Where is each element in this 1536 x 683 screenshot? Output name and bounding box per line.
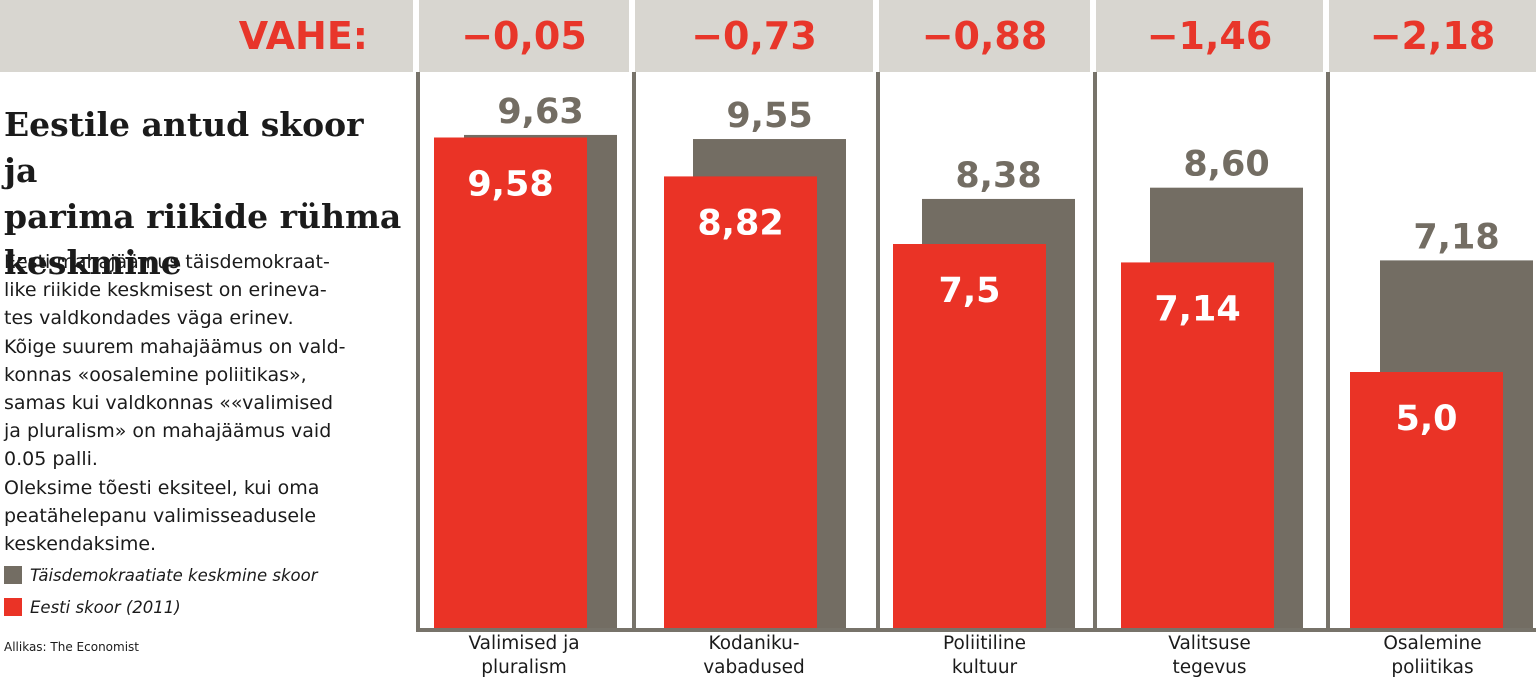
legend-label: Eesti skoor (2011) [30,597,181,617]
baseline [416,628,1536,632]
description-line: samas kui valdkonnas ««valimised [4,392,334,415]
legend-item-estonia: Eesti skoor (2011) [4,596,181,618]
column-divider [1093,72,1097,628]
header-bar: VAHE: −0,05 −0,73 −0,88 −1,46 −2,18 [0,0,1536,72]
category-label-line: vabadused [703,657,805,678]
category-label: Poliitiline kultuur [879,632,1090,682]
description-line: konnas «oosalemine poliitikas», [4,363,307,386]
value-label-estonia: 9,58 [467,165,553,205]
header-diff-cell [419,0,629,72]
description-line: Eesti mahajäämus täisdemokraat- [4,251,330,273]
difference-value: −0,05 [461,14,587,58]
description-line: tes valdkondades väga erinev. [4,307,294,330]
value-label-estonia: 7,14 [1154,289,1240,329]
category-label-line: Osalemine [1383,633,1482,654]
legend-swatch-gray [4,566,22,584]
chart-title: Eestile antud skoor ja parima riikide rü… [4,102,404,286]
title-line: Eestile antud skoor ja [4,105,364,190]
difference-value: −1,46 [1146,14,1273,58]
value-label-estonia: 5,0 [1395,399,1457,439]
description-line: Kõige suurem mahajäämus on vald- [4,335,346,358]
difference-value: −2,18 [1369,14,1496,58]
description-line: like riikide keskmisest on erineva- [4,279,327,302]
category-label: Valitsuse tegevus [1096,632,1323,682]
source-note: Allikas: The Economist [4,640,139,654]
title-line: keskmine [4,243,182,282]
category-label: Osalemine poliitikas [1329,632,1536,682]
category-label-line: Valitsuse [1168,633,1251,654]
bar-estonia [893,244,1046,628]
description-line: 0.05 palli. [4,448,98,471]
bar-estonia [664,176,817,628]
description-line: ja pluralism» on mahajäämus vaid [4,420,332,443]
category-label: Kodaniku- vabadused [635,632,873,682]
legend-item-average: Täisdemokraatiate keskmine skoor [4,564,318,586]
difference-value: −0,73 [691,14,817,58]
header-label-cell [0,0,413,72]
description-text: Eesti mahajäämus täisdemokraat- like rii… [4,248,404,558]
category-label-line: pluralism [481,657,567,678]
bar-estonia [434,137,587,628]
header-diff-cell [1096,0,1323,72]
bar-estonia [1350,372,1503,628]
value-label-estonia: 7,5 [938,271,1000,311]
column-divider [876,72,880,628]
category-label-line: poliitikas [1391,657,1474,678]
bar-estonia [1121,262,1274,628]
description-line: keskendaksime. [4,533,157,556]
legend-label: Täisdemokraatiate keskmine skoor [30,565,318,585]
category-label: Valimised ja pluralism [419,632,629,682]
category-label-line: Kodaniku- [708,633,800,654]
description-line: Oleksime tõesti eksiteel, kui oma [4,476,320,499]
value-label-average: 9,63 [497,92,583,132]
difference-header-label: VAHE: [238,14,368,58]
value-label-estonia: 8,82 [697,203,783,243]
column-divider [416,72,420,628]
description-line: peatähelepanu valimisseadusele [4,504,317,527]
value-label-average: 7,18 [1413,217,1499,257]
difference-value: −0,88 [921,14,1048,58]
legend-swatch-red [4,598,22,616]
category-label-line: tegevus [1172,657,1247,678]
category-label-line: Poliitiline [942,633,1026,654]
value-label-average: 9,55 [726,96,812,136]
column-divider [632,72,636,628]
header-diff-cell [1329,0,1536,72]
category-label-line: Valimised ja [468,633,580,654]
value-label-average: 8,60 [1183,145,1269,185]
category-label-line: kultuur [951,657,1018,678]
header-diff-cell [635,0,873,72]
header-diff-cell [879,0,1090,72]
value-label-average: 8,38 [955,156,1041,196]
column-divider [1326,72,1330,628]
title-line: parima riikide rühma [4,197,402,236]
